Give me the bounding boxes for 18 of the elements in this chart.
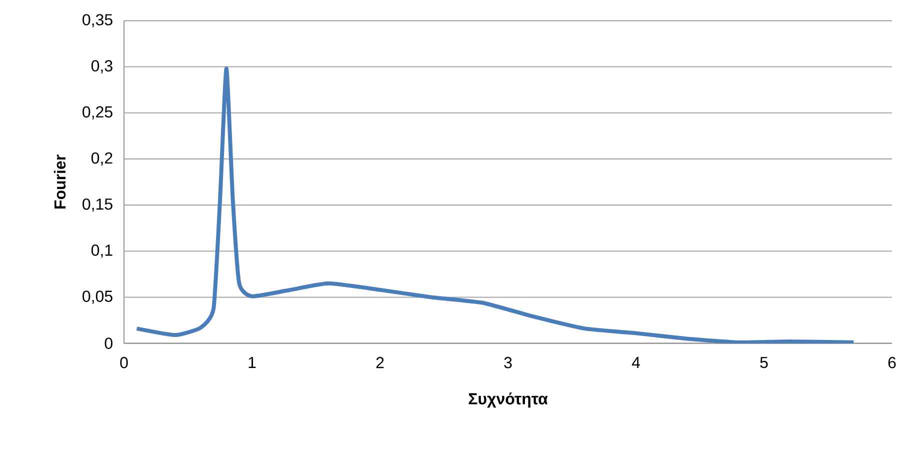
x-tick-label: 5 [760,356,768,368]
y-tick-label: 0 [104,338,112,349]
y-tick-label: 0,1 [91,244,112,258]
y-axis-title: Fourier [54,154,66,208]
x-axis-title: Συχνότητα [468,392,548,408]
x-tick-label: 6 [888,356,896,368]
x-tick-label: 2 [376,356,384,368]
x-tick-label: 3 [504,356,512,368]
y-tick-label: 0,3 [91,60,112,74]
y-tick-label: 0,35 [82,14,112,28]
y-tick-label: 0,15 [82,198,112,212]
x-tick-label: 4 [632,356,640,368]
y-tick-label: 0,05 [82,290,112,304]
x-tick-label: 1 [248,356,256,368]
x-tick-label: 0 [120,356,128,368]
line-series [134,66,856,344]
y-tick-label: 0,25 [82,106,112,120]
y-tick-label: 0,2 [91,152,112,166]
